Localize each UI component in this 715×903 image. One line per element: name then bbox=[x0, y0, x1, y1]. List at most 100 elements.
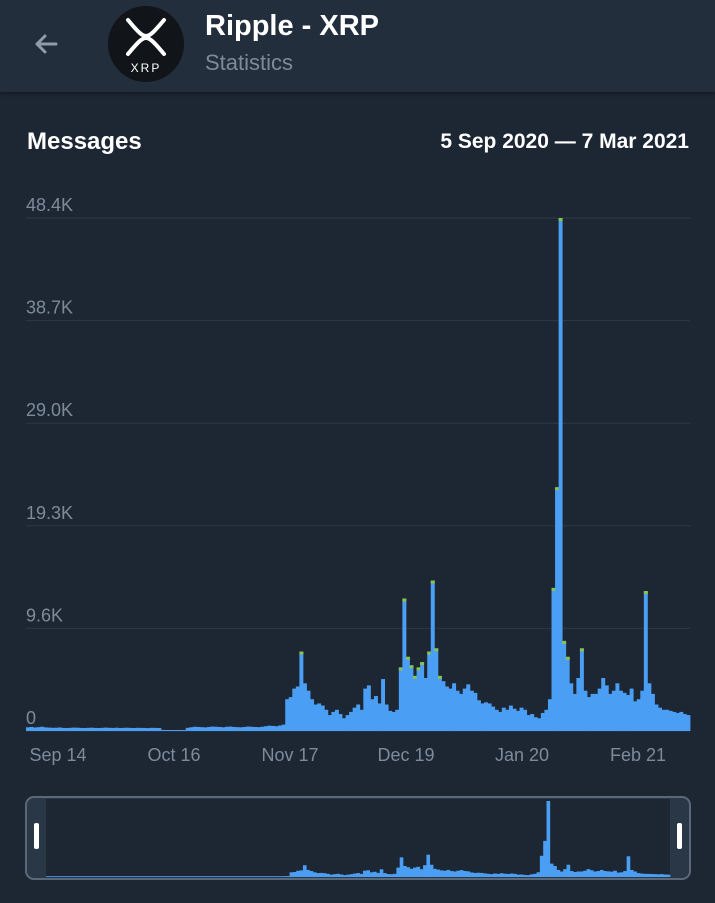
chart-bar bbox=[146, 728, 151, 731]
chart-bar-cap bbox=[437, 675, 442, 679]
navigator-bar bbox=[416, 866, 421, 877]
navigator-bar bbox=[666, 874, 671, 877]
chart-bar bbox=[324, 709, 329, 731]
chart-bar bbox=[437, 675, 442, 731]
navigator-bar bbox=[149, 876, 154, 877]
chart-bar bbox=[285, 699, 290, 731]
navigator-bar bbox=[186, 876, 190, 877]
chart-bar bbox=[168, 730, 172, 731]
chart-bar bbox=[562, 640, 567, 731]
navigator-bar bbox=[229, 876, 234, 877]
chart-bar bbox=[476, 700, 481, 731]
navigator-bar bbox=[79, 876, 84, 877]
chart-bar-cap bbox=[398, 667, 403, 671]
navigator-bar bbox=[56, 876, 60, 877]
channel-avatar[interactable]: XRP bbox=[108, 6, 184, 82]
chart-section-title: Messages bbox=[27, 128, 142, 155]
navigator-bar bbox=[476, 872, 481, 877]
arrow-left-icon bbox=[35, 34, 58, 54]
chart-bar bbox=[47, 727, 52, 731]
navigator-bar bbox=[82, 876, 87, 877]
chart-bar bbox=[402, 598, 407, 731]
chart-bar-cap bbox=[299, 651, 304, 655]
chart-bar bbox=[587, 697, 591, 731]
chart-bar bbox=[420, 662, 425, 731]
chart-bar bbox=[395, 709, 400, 731]
chart-bar bbox=[196, 726, 201, 731]
navigator-bar bbox=[282, 876, 287, 877]
chart-bar bbox=[153, 727, 158, 731]
messages-chart[interactable]: 48.4K 38.7K 29.0K 19.3K 9.6K 0 Sep 14 Oct 16 No… bbox=[0, 180, 715, 780]
navigator-bar bbox=[659, 874, 664, 877]
chart-bar bbox=[317, 703, 322, 731]
navigator-bar bbox=[46, 876, 50, 877]
navigator-bar bbox=[66, 876, 70, 877]
chart-bar bbox=[626, 694, 631, 731]
navigator-bar bbox=[483, 873, 487, 877]
chart-bar bbox=[459, 693, 464, 731]
chart-bar bbox=[111, 727, 116, 731]
navigator-bar bbox=[96, 876, 100, 877]
chart-bar bbox=[647, 683, 652, 731]
navigator-bar bbox=[573, 871, 577, 877]
navigator-bar bbox=[469, 872, 474, 877]
chart-bar bbox=[231, 726, 236, 731]
chart-bar bbox=[274, 726, 279, 731]
chart-bar bbox=[214, 726, 219, 731]
x-tick-label: Sep 14 bbox=[29, 745, 86, 765]
chart-bar-cap bbox=[565, 656, 570, 660]
chart-bar bbox=[288, 697, 293, 731]
navigator-bar bbox=[142, 876, 147, 877]
navigator-bar bbox=[52, 876, 57, 877]
navigator-bar bbox=[102, 876, 107, 877]
navigator-bar bbox=[59, 876, 63, 877]
chart-bar bbox=[540, 712, 545, 731]
chart-bar bbox=[508, 705, 513, 731]
chart-bar bbox=[455, 690, 460, 731]
navigator-bar bbox=[489, 874, 494, 877]
navigator-bar bbox=[232, 876, 237, 877]
chart-bar bbox=[448, 688, 453, 731]
navigator-right-handle[interactable] bbox=[677, 823, 682, 849]
navigator-bar bbox=[579, 871, 584, 877]
navigator-bar bbox=[386, 874, 390, 877]
navigator-left-handle[interactable] bbox=[34, 823, 39, 849]
navigator-window bbox=[46, 799, 670, 877]
chart-bar bbox=[555, 487, 560, 731]
chart-bar bbox=[97, 728, 101, 731]
chart-bar bbox=[370, 699, 375, 731]
chart-bar bbox=[178, 730, 183, 731]
navigator-bar bbox=[239, 876, 244, 877]
navigator-bar bbox=[222, 876, 227, 877]
range-navigator[interactable] bbox=[0, 790, 715, 890]
chart-bar bbox=[189, 727, 194, 731]
back-button[interactable] bbox=[22, 22, 70, 66]
chart-bar bbox=[611, 690, 616, 731]
chart-bar bbox=[79, 727, 84, 731]
navigator-bar bbox=[499, 873, 504, 877]
navigator-bar bbox=[332, 874, 337, 877]
navigator-bar bbox=[92, 876, 97, 877]
chart-bar bbox=[423, 678, 428, 731]
chart-bar bbox=[491, 706, 496, 731]
chart-bar bbox=[114, 727, 119, 731]
navigator-bar bbox=[639, 873, 644, 877]
navigator-bar bbox=[456, 870, 461, 877]
x-axis-ticks: Sep 14 Oct 16 Nov 17 Dec 19 Jan 20 Feb 21 bbox=[29, 745, 666, 765]
navigator-bar bbox=[413, 867, 417, 877]
navigator-bar bbox=[583, 870, 587, 877]
navigator-bar bbox=[429, 864, 434, 877]
navigator-bar bbox=[383, 873, 387, 877]
page-title: Ripple - XRP bbox=[205, 10, 380, 42]
navigator-bar bbox=[62, 876, 67, 877]
navigator-bar bbox=[339, 874, 344, 877]
x-tick-label: Nov 17 bbox=[261, 745, 318, 765]
navigator-bar bbox=[509, 873, 514, 877]
navigator-bar bbox=[393, 873, 397, 877]
navigator-bar bbox=[69, 876, 73, 877]
navigator-bar bbox=[316, 873, 320, 877]
navigator-bar bbox=[152, 876, 157, 877]
navigator-bar bbox=[646, 873, 651, 877]
x-tick-label: Jan 20 bbox=[495, 745, 549, 765]
navigator-bar bbox=[546, 801, 551, 877]
